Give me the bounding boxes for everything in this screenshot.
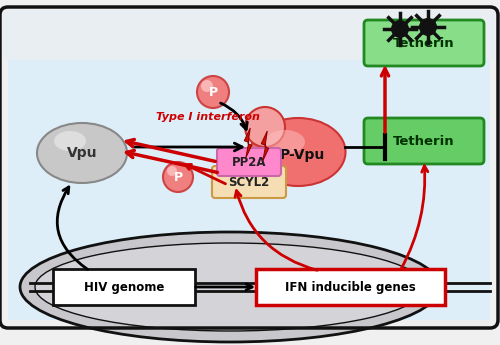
Ellipse shape — [37, 123, 127, 183]
Circle shape — [419, 18, 437, 36]
Text: HIV genome: HIV genome — [84, 280, 164, 294]
Ellipse shape — [54, 131, 86, 151]
Ellipse shape — [250, 118, 346, 186]
Text: Tetherin: Tetherin — [393, 37, 455, 49]
Ellipse shape — [35, 243, 425, 331]
Ellipse shape — [20, 232, 440, 342]
FancyBboxPatch shape — [8, 15, 490, 320]
Text: Tetherin: Tetherin — [393, 135, 455, 148]
FancyBboxPatch shape — [364, 20, 484, 66]
Circle shape — [391, 20, 409, 38]
Circle shape — [201, 80, 213, 92]
FancyBboxPatch shape — [3, 10, 495, 60]
FancyBboxPatch shape — [364, 118, 484, 164]
Polygon shape — [244, 128, 252, 158]
Text: IFN inducible genes: IFN inducible genes — [284, 280, 416, 294]
Circle shape — [167, 166, 177, 176]
Text: P: P — [174, 170, 182, 184]
Text: PP2A: PP2A — [232, 156, 266, 168]
Text: Type I interferon: Type I interferon — [156, 112, 260, 122]
FancyBboxPatch shape — [217, 148, 281, 176]
Polygon shape — [261, 131, 269, 161]
Circle shape — [163, 162, 193, 192]
FancyBboxPatch shape — [212, 166, 286, 198]
Text: SCYL2: SCYL2 — [228, 176, 270, 188]
Ellipse shape — [265, 130, 305, 154]
FancyBboxPatch shape — [53, 269, 195, 305]
Circle shape — [197, 76, 229, 108]
Text: Vpu: Vpu — [67, 146, 98, 160]
Text: P: P — [208, 86, 218, 99]
FancyBboxPatch shape — [256, 269, 445, 305]
Circle shape — [245, 107, 285, 147]
Text: P-Vpu: P-Vpu — [280, 148, 324, 162]
